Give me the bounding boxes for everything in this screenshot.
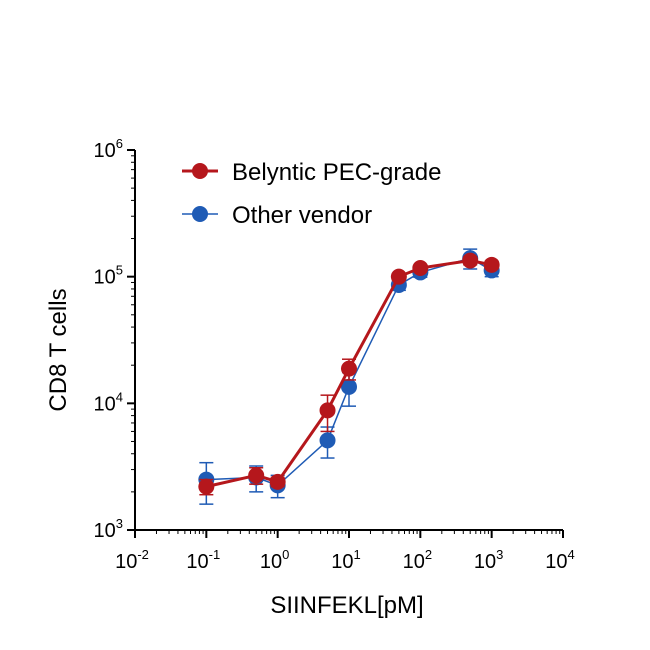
data-point xyxy=(319,402,336,419)
x-axis-label: SIINFEKL[pM] xyxy=(270,592,423,619)
x-tick-label: 103 xyxy=(474,547,503,573)
y-tick-label: 104 xyxy=(94,389,123,415)
y-tick-label: 103 xyxy=(94,516,123,542)
data-point xyxy=(248,467,265,484)
x-tick-label: 101 xyxy=(331,547,360,573)
data-point xyxy=(269,473,286,490)
legend-marker-other-vendor xyxy=(192,206,208,222)
legend-label-other-vendor: Other vendor xyxy=(232,202,372,229)
series-layer xyxy=(198,248,500,505)
data-point xyxy=(462,252,479,269)
x-tick-label: 104 xyxy=(545,547,574,573)
data-point xyxy=(483,256,500,273)
y-axis-ticks: 103 104 105 106 xyxy=(94,136,135,542)
data-point xyxy=(319,432,336,449)
y-tick-label: 106 xyxy=(94,136,123,162)
data-point xyxy=(390,268,407,285)
legend: Belyntic PEC-grade Other vendor xyxy=(182,159,441,229)
legend-marker-belyntic xyxy=(192,163,208,179)
x-axis-ticks: 10-2 10-1 100 101 102 103 104 xyxy=(115,530,575,573)
x-tick-label: 100 xyxy=(260,547,289,573)
data-point xyxy=(412,260,429,277)
data-point xyxy=(341,378,357,395)
x-tick-label: 10-2 xyxy=(115,547,149,573)
y-axis-label: CD8 T cells xyxy=(45,288,72,411)
x-tick-label: 10-1 xyxy=(186,547,220,573)
y-tick-label: 105 xyxy=(94,263,123,289)
x-tick-label: 102 xyxy=(403,547,432,573)
legend-item-other-vendor: Other vendor xyxy=(182,202,372,229)
data-point xyxy=(341,360,357,377)
legend-label-belyntic: Belyntic PEC-grade xyxy=(232,159,441,186)
series-belyntic-pec-grade xyxy=(198,252,500,496)
legend-item-belyntic: Belyntic PEC-grade xyxy=(182,159,441,186)
data-point xyxy=(198,478,215,495)
axes: 10-2 10-1 100 101 102 103 104 103 104 105 106 xyxy=(94,136,575,573)
